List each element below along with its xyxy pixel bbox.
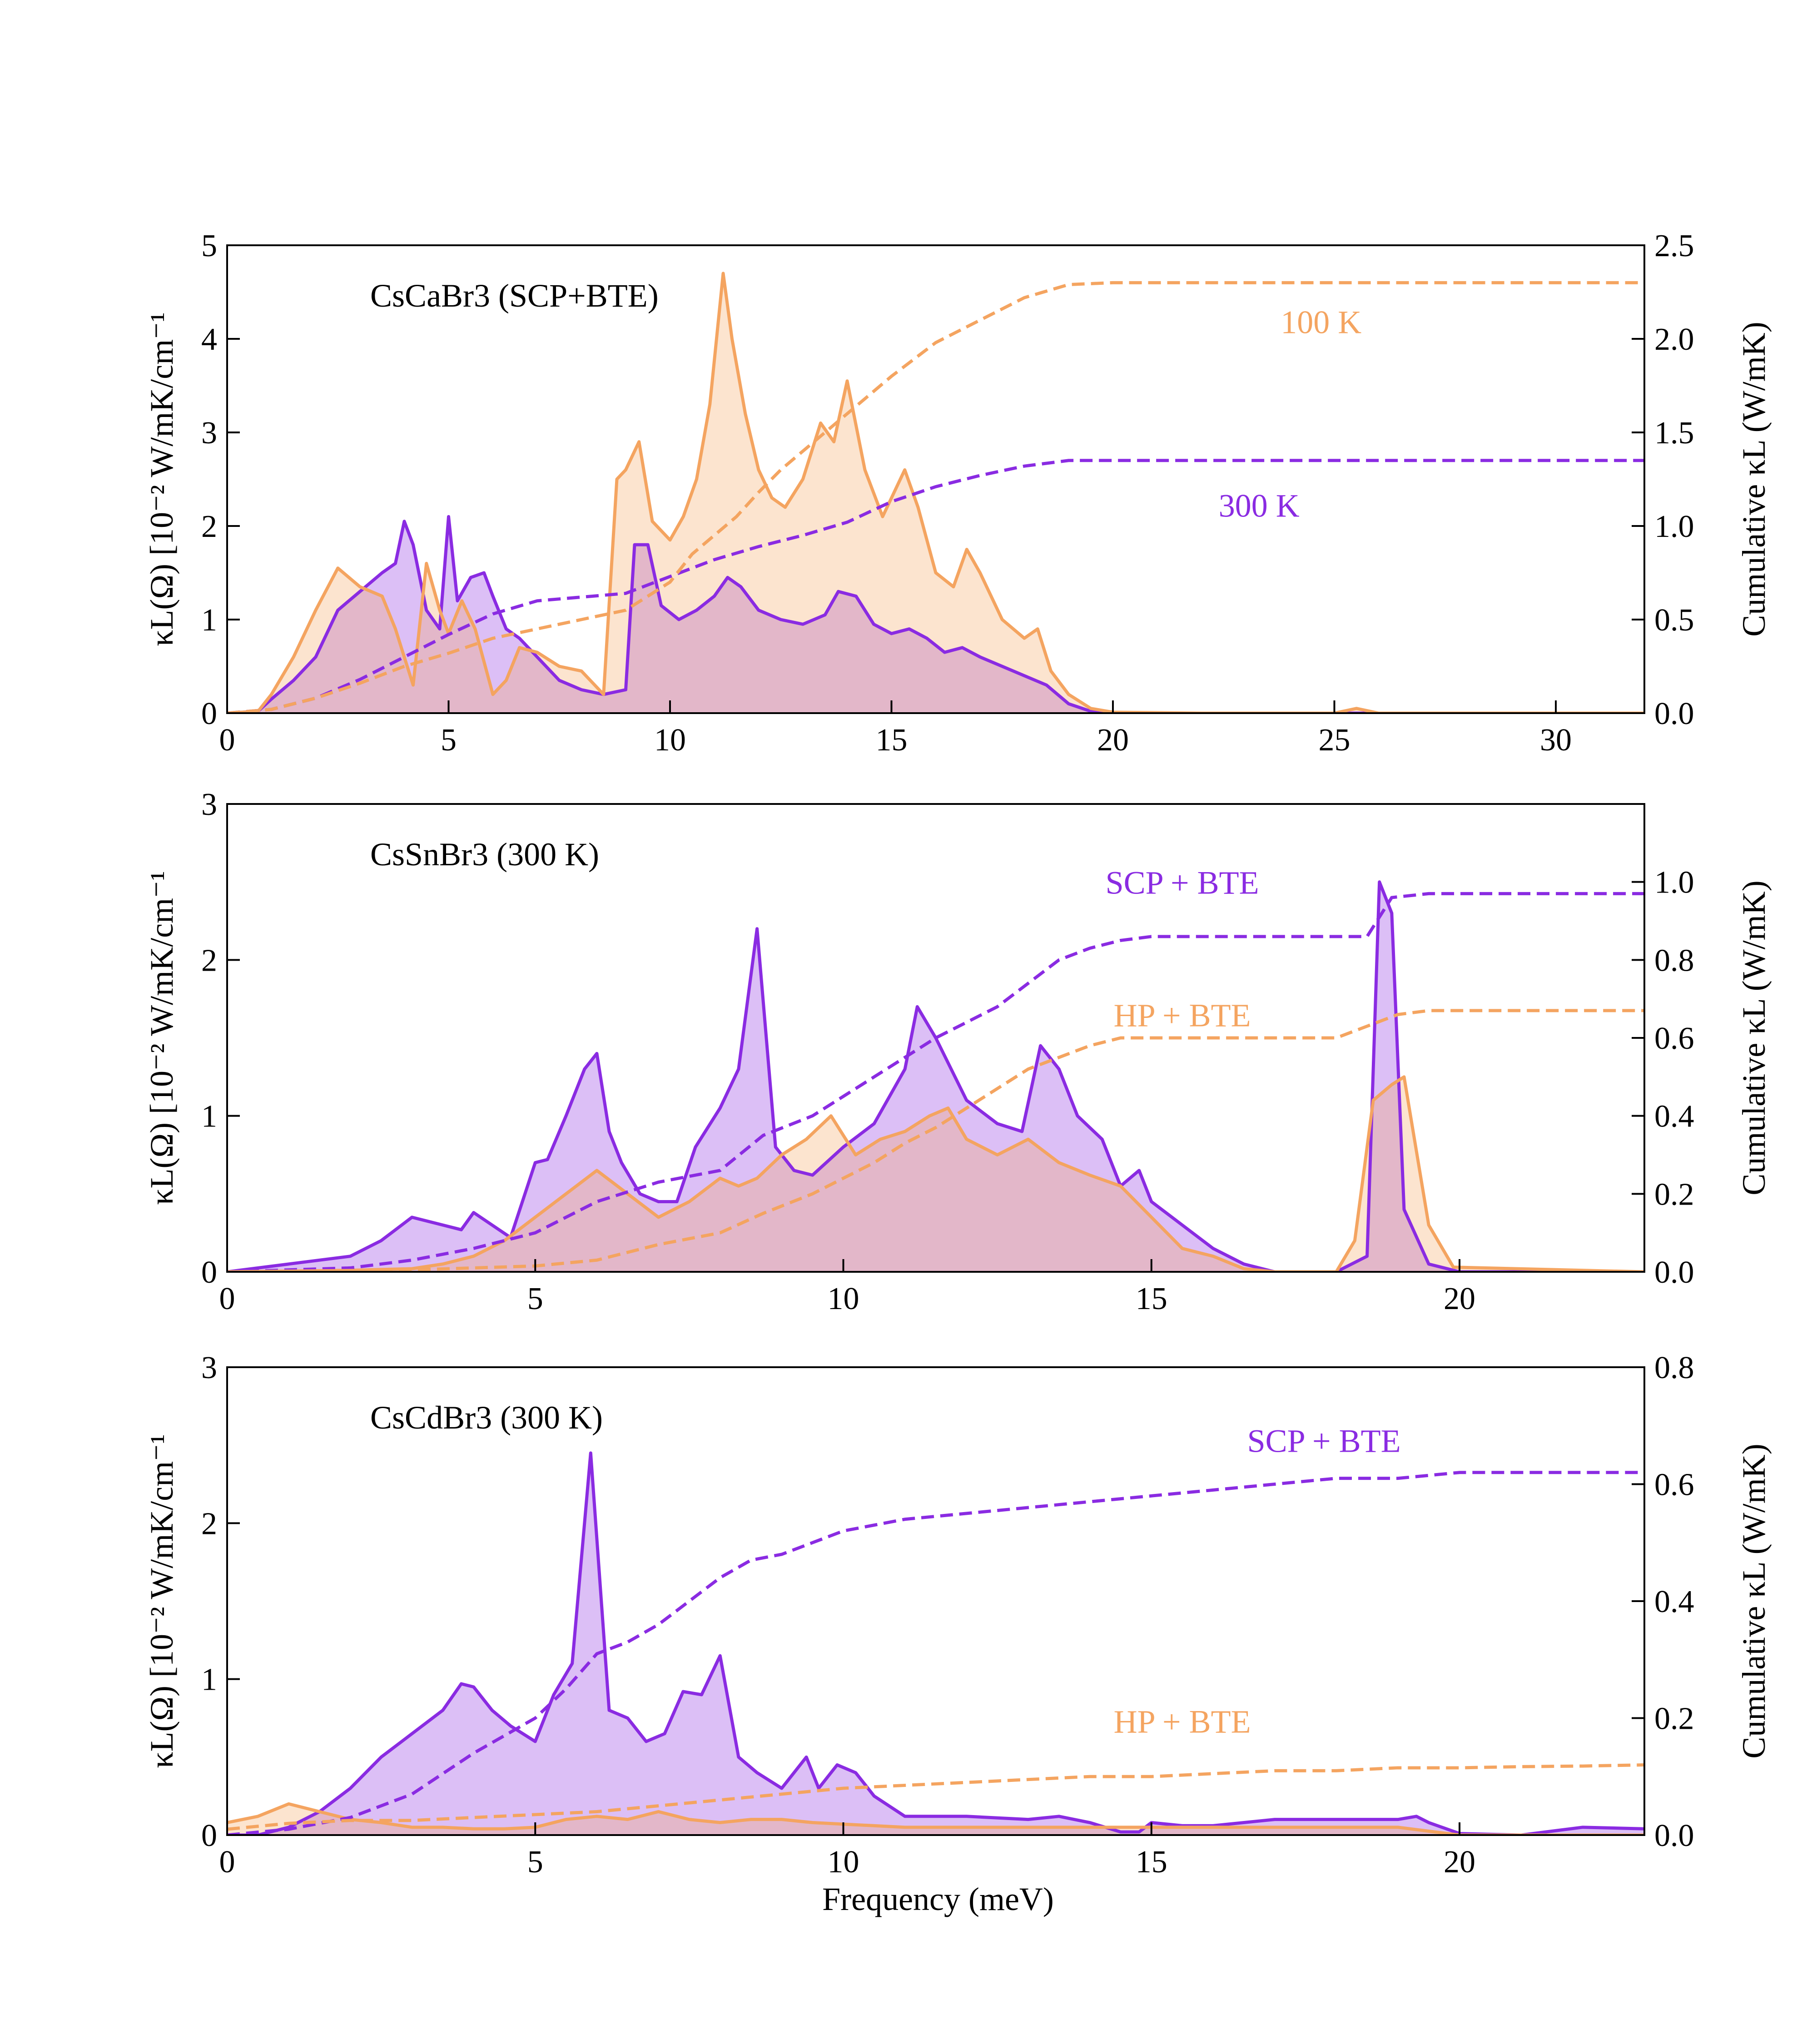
y-left-tick-label: 2 [201,943,217,978]
annotation-purple: SCP + BTE [1247,1423,1401,1459]
x-tick-label: 25 [1319,723,1350,758]
x-tick-label: 20 [1444,1281,1475,1316]
cumulative-line-purple-0 [227,892,1644,1272]
y-right-tick-label: 1.0 [1654,509,1694,544]
x-tick-label: 5 [441,723,457,758]
plot-area [227,880,1644,1272]
y-right-axis-label: Cumulative κL (W/mK) [1736,880,1772,1195]
cumulative-line-orange-1 [227,281,1644,713]
y-left-axis-label: κL(Ω) [10⁻² W/mK/cm⁻¹ [144,1434,180,1768]
y-left-tick-label: 0 [201,1255,217,1290]
annotation-purple: 300 K [1219,487,1300,524]
y-left-axis-label: κL(Ω) [10⁻² W/mK/cm⁻¹ [144,312,180,646]
y-left-tick-label: 2 [201,509,217,544]
x-tick-label: 15 [1136,1281,1167,1316]
y-right-tick-label: 1.5 [1654,416,1694,451]
plot-area [227,272,1644,713]
y-left-tick-label: 3 [201,416,217,451]
area-fill-orange-1 [227,273,1644,713]
y-left-tick-label: 3 [201,787,217,822]
x-tick-label: 5 [527,1845,543,1880]
y-right-tick-label: 1.0 [1654,865,1694,900]
plot-area [227,1451,1644,1835]
series-line-orange-1 [227,1802,1644,1835]
x-tick-label: 10 [828,1281,859,1316]
x-tick-label: 0 [219,1281,235,1316]
annotation-orange: HP + BTE [1114,997,1251,1033]
y-right-tick-label: 0.8 [1654,943,1694,978]
area-fill-purple-0 [227,882,1644,1272]
y-left-tick-label: 2 [201,1506,217,1541]
cumulative-line-orange-1 [227,1009,1644,1272]
area-fill-orange-1 [227,1077,1644,1272]
annotation-orange: HP + BTE [1114,1704,1251,1740]
area-fill-purple-0 [227,516,1644,713]
y-right-tick-label: 0.0 [1654,696,1694,731]
panel-3: 0 5 10 15 20 0 1 2 3 0.0 0.2 0.4 0.6 0.8 CsCdBr3 (300 … [144,1350,1772,1880]
y-left-tick-label: 1 [201,1099,217,1134]
y-right-axis-label: Cumulative κL (W/mK) [1736,322,1772,636]
y-right-tick-label: 0.4 [1654,1584,1694,1619]
y-right-tick-label: 0.0 [1654,1818,1694,1853]
x-tick-label: 10 [828,1845,859,1880]
y-right-tick-label: 0.2 [1654,1702,1694,1736]
x-axis-label: Frequency (meV) [822,1881,1054,1917]
annotation-purple: SCP + BTE [1106,864,1259,901]
x-tick-label: 20 [1444,1845,1475,1880]
y-right-tick-label: 0.6 [1654,1021,1694,1056]
panel-title: CsSnBr3 (300 K) [370,836,599,873]
x-tick-label: 15 [1136,1845,1167,1880]
x-tick-label: 0 [219,1845,235,1880]
y-left-tick-label: 1 [201,603,217,638]
x-tick-label: 0 [219,723,235,758]
y-left-tick-label: 4 [201,322,217,357]
panel-1: 0 5 10 15 20 25 30 0 1 2 3 4 5 0.0 0.5 1.0 1.5 2.0 2.5 CsCa… [144,228,1772,758]
y-left-tick-label: 5 [201,228,217,263]
y-right-tick-label: 0.8 [1654,1350,1694,1385]
y-left-tick-label: 1 [201,1662,217,1697]
series-line-purple-0 [227,1451,1644,1835]
x-tick-label: 20 [1097,723,1129,758]
y-left-tick-label: 0 [201,696,217,731]
y-right-tick-label: 0.6 [1654,1468,1694,1503]
y-right-tick-label: 2.5 [1654,228,1694,263]
y-left-tick-label: 0 [201,1818,217,1853]
y-left-tick-label: 3 [201,1350,217,1385]
cumulative-line-purple-0 [227,459,1644,713]
axes-frame [226,244,1645,714]
y-right-axis-label: Cumulative κL (W/mK) [1736,1444,1772,1758]
series-line-purple-0 [227,880,1644,1272]
panel-title: CsCaBr3 (SCP+BTE) [370,278,659,314]
panel-title: CsCdBr3 (300 K) [370,1399,603,1436]
y-right-tick-label: 2.0 [1654,322,1694,357]
x-tick-label: 5 [527,1281,543,1316]
y-left-axis-label: κL(Ω) [10⁻² W/mK/cm⁻¹ [144,871,180,1205]
x-tick-label: 15 [876,723,908,758]
annotation-orange: 100 K [1281,304,1361,341]
cumulative-line-purple-0 [227,1471,1644,1835]
series-line-orange-1 [227,1075,1644,1272]
panel-2: 0 5 10 15 20 0 1 2 3 0.0 0.2 0.4 0.6 0.8 1.0 CsSnBr3 (3… [144,787,1772,1316]
y-right-tick-label: 0.2 [1654,1177,1694,1212]
area-fill-purple-0 [227,1453,1644,1835]
x-tick-label: 30 [1540,723,1572,758]
cumulative-line-orange-1 [227,1763,1644,1831]
y-right-tick-label: 0.0 [1654,1255,1694,1290]
y-right-tick-label: 0.4 [1654,1099,1694,1134]
series-line-orange-1 [227,272,1644,713]
y-right-tick-label: 0.5 [1654,603,1694,638]
x-tick-label: 10 [654,723,686,758]
series-line-purple-0 [227,515,1644,713]
